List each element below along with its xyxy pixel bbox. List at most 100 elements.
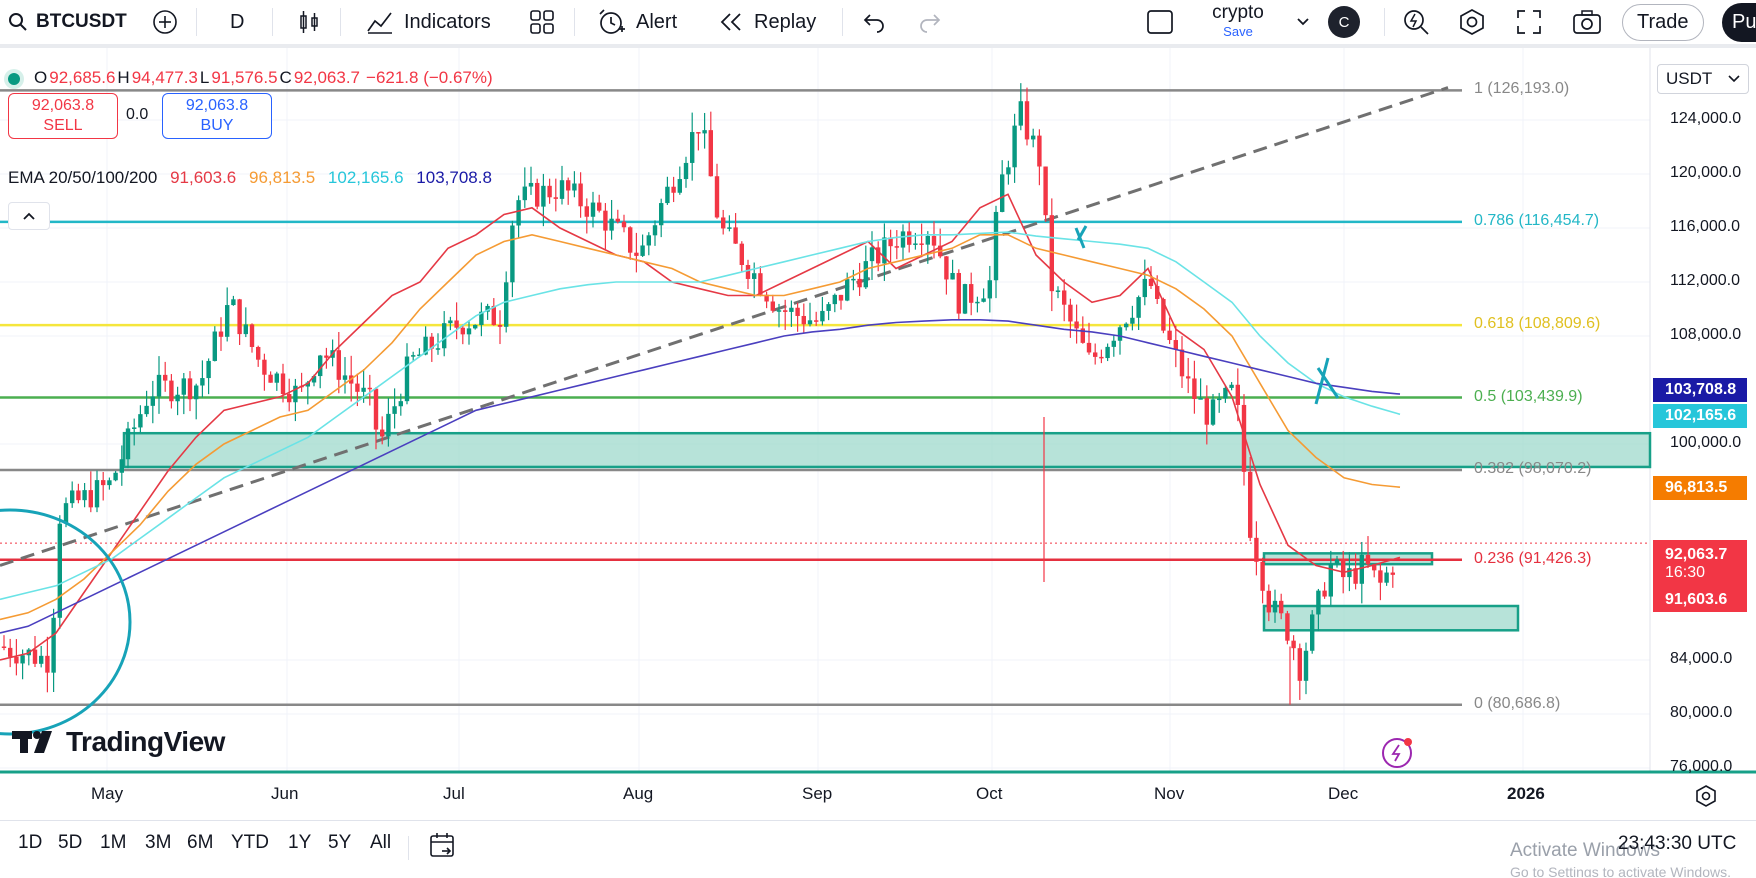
publish-label: Pu bbox=[1722, 2, 1756, 42]
candle-body bbox=[1384, 572, 1389, 583]
layout-title: crypto bbox=[1212, 2, 1264, 23]
templates-button[interactable] bbox=[529, 0, 555, 44]
candle-body bbox=[659, 203, 664, 226]
tradingview-logo[interactable]: TradingView bbox=[12, 726, 225, 758]
candle-body bbox=[1316, 590, 1321, 615]
candle-body bbox=[1130, 317, 1135, 324]
timeframe-5d[interactable]: 5D bbox=[58, 832, 83, 853]
candle-body bbox=[814, 320, 819, 322]
chart-type-button[interactable] bbox=[298, 0, 320, 44]
candle-body bbox=[144, 405, 149, 415]
timeframe-ytd[interactable]: YTD bbox=[231, 832, 269, 853]
settings-button[interactable] bbox=[1458, 0, 1486, 44]
goto-date-button[interactable] bbox=[428, 830, 458, 865]
fib-level-label: 0 (80,686.8) bbox=[1474, 694, 1561, 712]
candle-body bbox=[1124, 323, 1129, 328]
candle-body bbox=[1105, 346, 1110, 359]
fib-retracement bbox=[0, 89, 1650, 706]
candle-body bbox=[435, 348, 441, 350]
candle-body bbox=[1390, 572, 1395, 575]
collapse-legend-button[interactable] bbox=[8, 202, 50, 230]
candle-body bbox=[758, 273, 763, 295]
buy-button[interactable]: 92,063.8 BUY bbox=[162, 93, 272, 139]
ema-legend[interactable]: EMA 20/50/100/200 91,603.6 96,813.5 102,… bbox=[8, 168, 492, 188]
ema-title: EMA 20/50/100/200 bbox=[8, 168, 158, 187]
publish-button[interactable]: Pu bbox=[1722, 0, 1756, 44]
candle-body bbox=[1241, 404, 1247, 472]
candle-body bbox=[888, 237, 893, 247]
timeframe-all[interactable]: All bbox=[370, 832, 392, 853]
flash-news-button[interactable] bbox=[1382, 738, 1412, 768]
close-label: C bbox=[279, 68, 292, 87]
candle-body bbox=[497, 325, 503, 327]
snapshot-button[interactable] bbox=[1572, 0, 1602, 44]
price-axis-label: 76,000.0 bbox=[1670, 758, 1733, 775]
interval-button[interactable]: D bbox=[230, 0, 244, 44]
candle-body bbox=[752, 273, 757, 279]
currency-label: USDT bbox=[1666, 69, 1713, 88]
candle-body bbox=[1161, 298, 1166, 331]
quick-search-button[interactable] bbox=[1402, 0, 1430, 44]
candle-body bbox=[404, 356, 410, 402]
layout-dropdown[interactable] bbox=[1296, 0, 1310, 44]
calendar-icon bbox=[430, 833, 454, 857]
compare-button[interactable] bbox=[152, 0, 178, 44]
candle-body bbox=[466, 328, 472, 335]
redo-button[interactable] bbox=[918, 0, 942, 44]
candle-body bbox=[907, 231, 912, 245]
candle-body bbox=[88, 490, 93, 508]
candle-body bbox=[1266, 590, 1271, 613]
candle-body bbox=[969, 284, 974, 303]
candle-body bbox=[454, 320, 459, 328]
candle-body bbox=[94, 480, 100, 508]
alarm-clock-icon bbox=[599, 9, 625, 34]
candle-body bbox=[801, 315, 806, 325]
currency-select[interactable]: USDT bbox=[1657, 64, 1749, 94]
candle-body bbox=[1117, 327, 1123, 341]
symbol-search[interactable]: BTCUSDT bbox=[8, 0, 127, 44]
candle-body bbox=[1037, 135, 1042, 167]
axis-settings-button[interactable] bbox=[1694, 784, 1718, 813]
timeframe-3m[interactable]: 3M bbox=[145, 832, 172, 853]
alert-button[interactable]: Alert bbox=[596, 0, 677, 44]
replay-button[interactable]: Replay bbox=[718, 0, 816, 44]
interval-label: D bbox=[230, 10, 245, 33]
timeframe-5y[interactable]: 5Y bbox=[328, 832, 352, 853]
price-chart[interactable] bbox=[0, 0, 1756, 820]
candle-body bbox=[993, 211, 999, 281]
price-axis-label: 124,000.0 bbox=[1670, 110, 1742, 127]
timeframe-1m[interactable]: 1M bbox=[100, 832, 127, 853]
candle-body bbox=[1012, 125, 1017, 168]
candle-body bbox=[187, 378, 193, 400]
candle-body bbox=[981, 298, 986, 302]
candle-body bbox=[1006, 167, 1011, 175]
alert-label: Alert bbox=[636, 10, 678, 33]
clock[interactable]: 23:43:30 UTC bbox=[1618, 833, 1737, 854]
candle-body bbox=[1099, 356, 1104, 359]
fullscreen-button[interactable] bbox=[1516, 0, 1542, 44]
indicators-button[interactable]: Indicators bbox=[366, 0, 491, 44]
timeframe-6m[interactable]: 6M bbox=[187, 832, 214, 853]
candle-body bbox=[1322, 590, 1327, 597]
trade-button[interactable]: Trade bbox=[1622, 0, 1704, 44]
candle-body bbox=[113, 472, 118, 481]
candle-body bbox=[1248, 471, 1253, 538]
layout-select-checkbox[interactable] bbox=[1146, 0, 1174, 44]
candle-body bbox=[70, 490, 75, 504]
undo-button[interactable] bbox=[862, 0, 886, 44]
user-menu[interactable]: C bbox=[1328, 0, 1360, 44]
candle-body bbox=[876, 247, 881, 264]
candle-body bbox=[206, 360, 211, 379]
fib-level-label: 1 (126,193.0) bbox=[1474, 80, 1570, 98]
timeframe-1y[interactable]: 1Y bbox=[288, 832, 312, 853]
candle-body bbox=[919, 243, 924, 245]
sell-button[interactable]: 92,063.8 SELL bbox=[8, 93, 118, 139]
candle-body bbox=[1310, 614, 1315, 651]
layout-name[interactable]: crypto Save bbox=[1196, 2, 1280, 42]
timeframe-1d[interactable]: 1D bbox=[18, 832, 43, 853]
candle-body bbox=[1347, 568, 1352, 578]
time-axis-label: Nov bbox=[1154, 784, 1185, 803]
candle-body bbox=[572, 183, 577, 191]
candle-body bbox=[851, 278, 856, 281]
candle-body bbox=[1260, 561, 1265, 591]
